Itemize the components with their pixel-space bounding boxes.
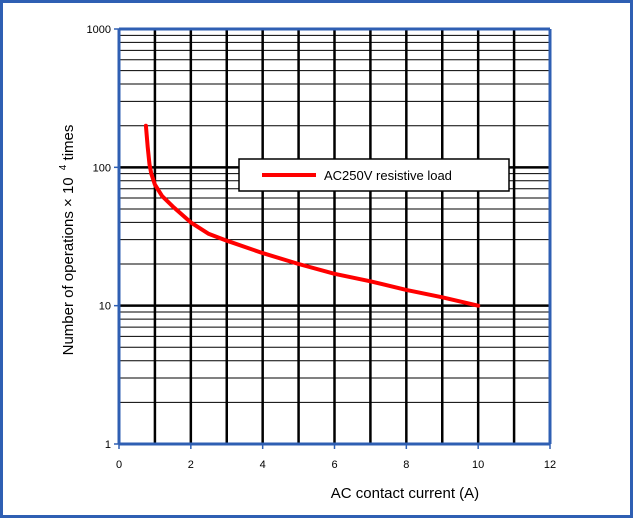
x-tick-label: 10: [472, 459, 484, 471]
x-tick-labels: 0 2 4 6 8 10 12: [116, 459, 556, 471]
y-axis-title-exponent: 4: [58, 164, 69, 170]
series-line: [143, 123, 481, 308]
y-axis-title: Number of operations × 10 4 times: [53, 125, 77, 356]
axes: [114, 27, 552, 449]
x-tick-label: 8: [403, 459, 409, 471]
y-tick-labels: 1 10 100 1000: [87, 24, 111, 451]
x-tick-label: 0: [116, 459, 122, 471]
y-tick-label: 1: [105, 439, 111, 451]
x-tick-label: 12: [544, 459, 556, 471]
y-tick-label: 1000: [87, 24, 111, 36]
x-tick-label: 2: [188, 459, 194, 471]
y-axis-title-main: Number of operations × 10: [60, 177, 77, 355]
series-lines: [143, 123, 481, 308]
legend: AC250V resistive load: [238, 158, 510, 192]
y-axis-title-tail: times: [60, 125, 77, 161]
y-tick-label: 10: [99, 301, 111, 313]
x-tick-label: 4: [260, 459, 266, 471]
y-tick-label: 100: [93, 162, 111, 174]
x-axis-title: AC contact current (A): [331, 485, 479, 502]
major-gridlines: [119, 29, 550, 444]
x-tick-label: 6: [331, 459, 337, 471]
legend-label: AC250V resistive load: [324, 168, 452, 183]
